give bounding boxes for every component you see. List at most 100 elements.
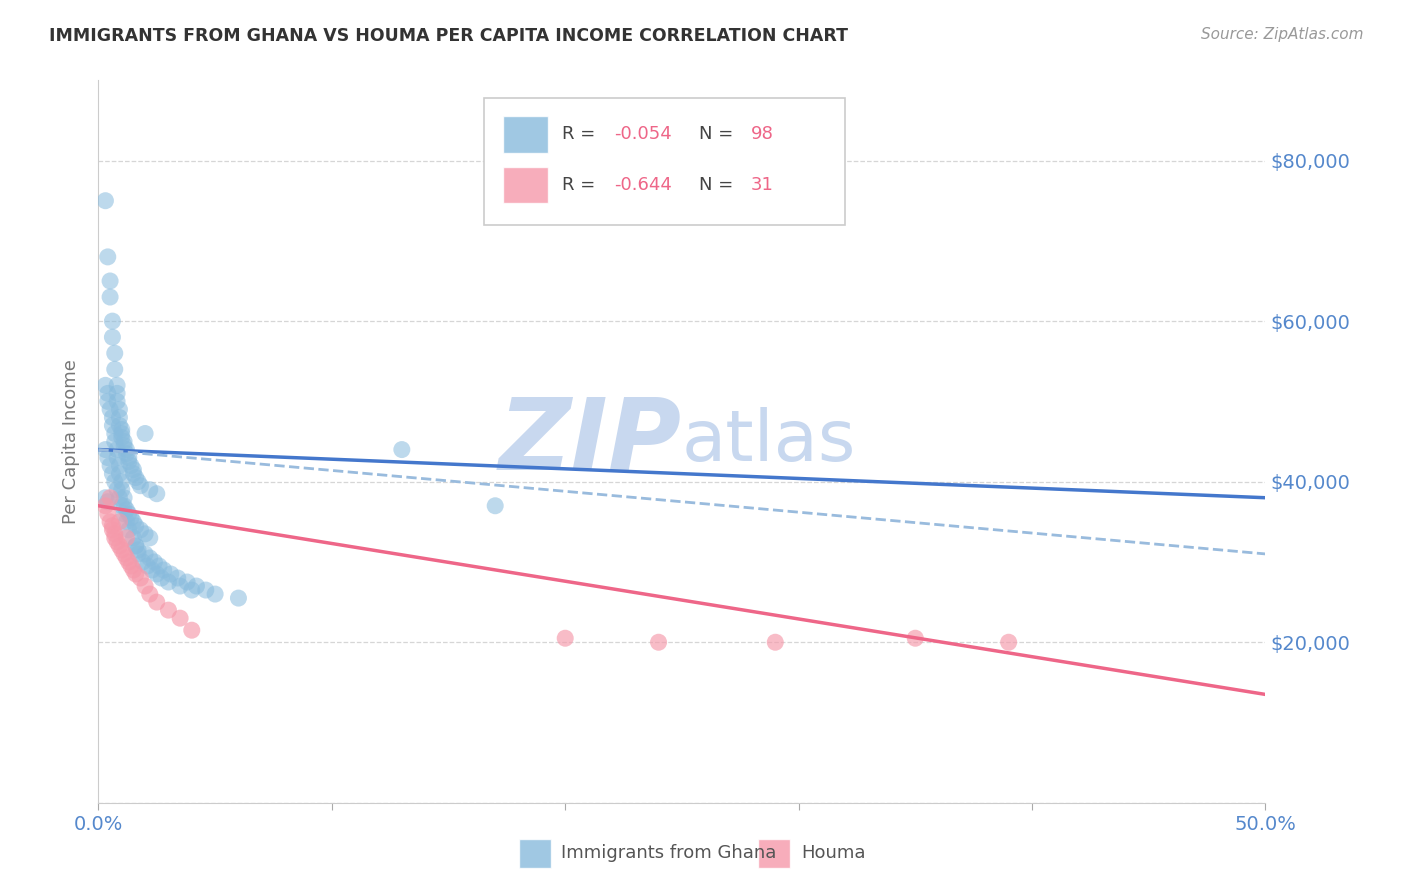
Point xyxy=(111,426,134,441)
Point xyxy=(139,550,162,566)
Point xyxy=(115,531,138,545)
Text: -0.644: -0.644 xyxy=(614,176,672,194)
Point xyxy=(94,499,117,513)
Point xyxy=(118,454,141,468)
Point xyxy=(115,502,138,516)
Text: 98: 98 xyxy=(751,126,773,144)
Point xyxy=(554,632,576,646)
Point xyxy=(94,378,117,392)
Point xyxy=(129,523,152,537)
Text: Source: ZipAtlas.com: Source: ZipAtlas.com xyxy=(1201,27,1364,42)
Point xyxy=(228,591,250,605)
Point xyxy=(134,426,156,441)
FancyBboxPatch shape xyxy=(503,117,548,153)
Text: ZIP: ZIP xyxy=(499,393,682,490)
Point xyxy=(108,418,131,433)
Point xyxy=(118,555,141,569)
FancyBboxPatch shape xyxy=(484,98,845,225)
Point xyxy=(111,430,134,444)
FancyBboxPatch shape xyxy=(758,838,790,868)
Point xyxy=(997,635,1019,649)
Point xyxy=(98,274,121,288)
Point xyxy=(122,563,145,577)
Point xyxy=(101,330,124,344)
Point xyxy=(97,507,120,521)
Text: R =: R = xyxy=(562,176,600,194)
Text: R =: R = xyxy=(562,126,600,144)
Point xyxy=(112,438,135,452)
Text: Houma: Houma xyxy=(801,845,866,863)
Text: N =: N = xyxy=(699,176,740,194)
Point xyxy=(105,450,128,465)
Point xyxy=(101,467,124,481)
FancyBboxPatch shape xyxy=(519,838,551,868)
Point xyxy=(484,499,506,513)
Point xyxy=(146,486,169,500)
Point xyxy=(148,558,170,574)
Point xyxy=(111,483,134,497)
Point xyxy=(118,450,141,465)
Text: -0.054: -0.054 xyxy=(614,126,672,144)
Point xyxy=(391,442,413,457)
Point xyxy=(115,446,138,460)
Point xyxy=(139,587,162,601)
Point xyxy=(98,515,121,529)
Point xyxy=(127,542,149,557)
Point xyxy=(129,478,152,492)
Point xyxy=(105,378,128,392)
Point xyxy=(97,494,120,508)
Point xyxy=(118,507,141,521)
Point xyxy=(125,470,148,484)
Point xyxy=(134,526,156,541)
Point xyxy=(104,362,127,376)
Point xyxy=(112,547,135,561)
Point xyxy=(101,410,124,425)
Point xyxy=(105,483,128,497)
Point xyxy=(159,567,181,582)
Point xyxy=(97,386,120,401)
Point xyxy=(98,458,121,473)
Point xyxy=(127,547,149,561)
Point xyxy=(125,539,148,553)
Point xyxy=(111,542,134,557)
Text: atlas: atlas xyxy=(682,407,856,476)
Point xyxy=(129,571,152,585)
Point xyxy=(108,402,131,417)
Point xyxy=(120,510,142,524)
Point xyxy=(98,290,121,304)
Point xyxy=(112,499,135,513)
Point xyxy=(647,635,669,649)
Point xyxy=(186,579,208,593)
Point xyxy=(111,499,134,513)
Point xyxy=(104,434,127,449)
Point xyxy=(134,579,156,593)
Point xyxy=(108,491,131,505)
Point xyxy=(169,611,191,625)
Point xyxy=(122,515,145,529)
Point xyxy=(118,523,141,537)
Point xyxy=(127,475,149,489)
Point xyxy=(180,583,202,598)
Point xyxy=(105,386,128,401)
Point xyxy=(111,475,134,489)
Point xyxy=(104,475,127,489)
Point xyxy=(94,442,117,457)
FancyBboxPatch shape xyxy=(503,167,548,203)
Point xyxy=(115,442,138,457)
Point xyxy=(763,635,786,649)
Point xyxy=(105,394,128,409)
Point xyxy=(94,491,117,505)
Point xyxy=(180,623,202,637)
Point xyxy=(139,483,162,497)
Point xyxy=(112,434,135,449)
Point xyxy=(120,558,142,574)
Point xyxy=(112,491,135,505)
Point xyxy=(98,402,121,417)
Point xyxy=(122,462,145,476)
Text: 31: 31 xyxy=(751,176,773,194)
Point xyxy=(104,426,127,441)
Point xyxy=(125,539,148,553)
Point xyxy=(143,555,166,569)
Point xyxy=(108,515,131,529)
Point xyxy=(104,526,127,541)
